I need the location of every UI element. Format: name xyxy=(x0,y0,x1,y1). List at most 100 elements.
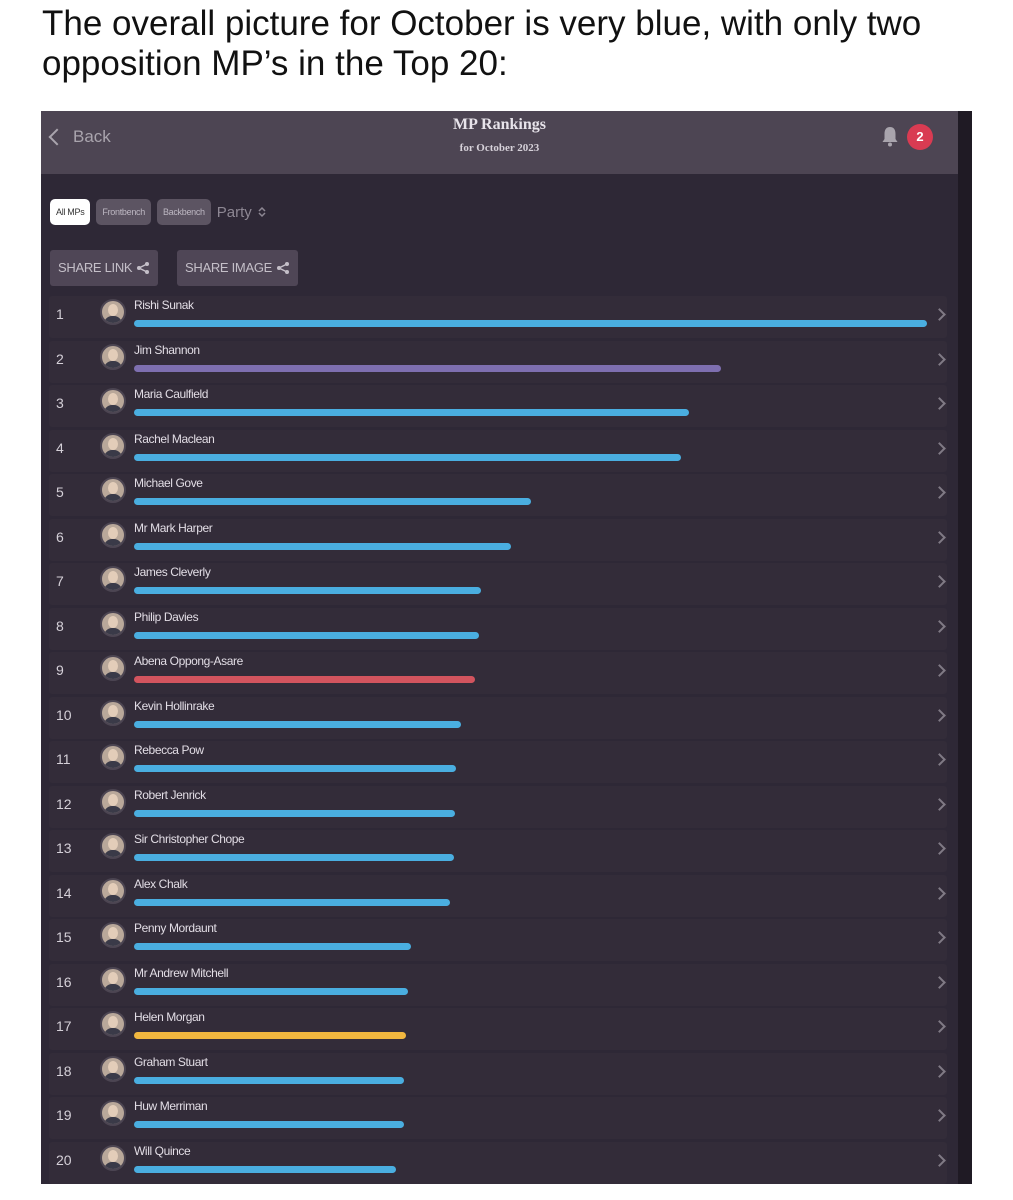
ranking-row[interactable]: 11 Rebecca Pow xyxy=(49,741,947,783)
ranking-row[interactable]: 4 Rachel Maclean xyxy=(49,429,947,472)
back-label: Back xyxy=(73,127,111,146)
score-bar xyxy=(134,809,455,817)
rank-number: 15 xyxy=(56,929,72,945)
ranking-row[interactable]: 16 Mr Andrew Mitchell xyxy=(49,963,947,1006)
ranking-row[interactable]: 13 Sir Christopher Chope xyxy=(49,830,947,872)
avatar xyxy=(100,1055,126,1082)
avatar xyxy=(100,299,126,325)
avatar-face xyxy=(108,704,118,717)
rank-number: 14 xyxy=(56,884,72,901)
filter-frontbench[interactable]: Frontbench xyxy=(96,199,151,225)
chevron-right-icon[interactable] xyxy=(933,486,946,499)
ranking-row[interactable]: 6 Mr Mark Harper xyxy=(49,518,947,561)
avatar-face xyxy=(108,882,118,895)
avatar xyxy=(100,833,126,859)
bell-icon[interactable] xyxy=(881,125,899,147)
chevron-right-icon[interactable] xyxy=(933,397,946,410)
score-bar xyxy=(134,1032,406,1039)
ranking-row[interactable]: 3 Maria Caulfield xyxy=(49,385,947,427)
avatar xyxy=(100,699,126,726)
ranking-row[interactable]: 10 Kevin Hollinrake xyxy=(49,696,947,739)
score-bar xyxy=(134,1165,396,1173)
filter-all-mps[interactable]: All MPs xyxy=(50,199,91,225)
mp-name: Sir Christopher Chope xyxy=(134,832,245,846)
ranking-row[interactable]: 12 Robert Jenrick xyxy=(49,785,947,828)
rank-number: 2 xyxy=(56,350,64,367)
score-bar xyxy=(134,631,479,639)
chevron-right-icon[interactable] xyxy=(933,575,946,588)
app-screenshot: Back MP Rankings for October 2023 2 All … xyxy=(41,111,972,1184)
chevron-right-icon[interactable] xyxy=(933,1109,946,1122)
ranking-row[interactable]: 19 Huw Merriman xyxy=(49,1097,947,1139)
avatar-face xyxy=(108,660,118,672)
share-image-label: SHARE IMAGE xyxy=(185,260,272,275)
rank-number: 18 xyxy=(56,1062,72,1079)
chevron-right-icon[interactable] xyxy=(933,1020,946,1033)
chevron-right-icon[interactable] xyxy=(933,664,946,677)
score-bar xyxy=(134,453,681,461)
chevron-right-icon[interactable] xyxy=(933,842,946,855)
filter-backbench[interactable]: Backbench xyxy=(156,199,211,225)
scrollbar[interactable] xyxy=(958,111,972,1184)
chevron-right-icon[interactable] xyxy=(933,352,946,366)
chevron-right-icon[interactable] xyxy=(933,975,946,989)
share-icon xyxy=(137,262,150,274)
avatar xyxy=(100,432,126,459)
ranking-row[interactable]: 2 Jim Shannon xyxy=(49,340,947,383)
score-bar xyxy=(134,320,927,327)
rank-number: 13 xyxy=(56,840,72,856)
chevron-right-icon[interactable] xyxy=(933,308,946,321)
avatar-body xyxy=(104,805,122,813)
notification-badge[interactable]: 2 xyxy=(907,124,933,150)
mp-name: Helen Morgan xyxy=(134,1010,205,1024)
ranking-row[interactable]: 8 Philip Davies xyxy=(49,607,947,650)
rank-number: 16 xyxy=(56,973,72,990)
avatar-face xyxy=(108,571,118,583)
chevron-right-icon[interactable] xyxy=(933,886,946,900)
avatar-body xyxy=(104,360,122,368)
ranking-row[interactable]: 17 Helen Morgan xyxy=(49,1008,947,1050)
ranking-row[interactable]: 20 Will Quince xyxy=(49,1141,947,1184)
rank-number: 12 xyxy=(56,795,72,812)
avatar-body xyxy=(104,405,122,412)
party-sort[interactable]: Party xyxy=(217,204,266,221)
avatar xyxy=(100,610,126,637)
ranking-row[interactable]: 5 Michael Gove xyxy=(49,474,947,516)
avatar-face xyxy=(108,749,118,761)
share-image-button[interactable]: SHARE IMAGE xyxy=(177,250,298,286)
mp-name: Alex Chalk xyxy=(134,876,188,891)
chevron-right-icon[interactable] xyxy=(933,441,946,455)
ranking-row[interactable]: 1 Rishi Sunak xyxy=(49,296,947,338)
avatar-face xyxy=(108,971,118,984)
chevron-right-icon[interactable] xyxy=(933,797,946,811)
mp-name: James Cleverly xyxy=(134,565,211,579)
chevron-right-icon[interactable] xyxy=(933,708,946,722)
score-bar xyxy=(134,898,450,906)
back-button[interactable]: Back xyxy=(45,124,111,150)
chevron-right-icon[interactable] xyxy=(933,530,946,544)
ranking-row[interactable]: 15 Penny Mordaunt xyxy=(49,919,947,961)
top-bar: Back MP Rankings for October 2023 2 xyxy=(41,111,958,174)
chevron-right-icon[interactable] xyxy=(933,753,946,766)
avatar-body xyxy=(104,1072,122,1080)
avatar xyxy=(100,655,126,681)
avatar-body xyxy=(104,494,122,501)
chevron-right-icon[interactable] xyxy=(933,1153,946,1167)
ranking-row[interactable]: 18 Graham Stuart xyxy=(49,1052,947,1095)
rank-number: 1 xyxy=(56,306,64,322)
avatar xyxy=(100,744,126,770)
avatar-face xyxy=(108,1105,118,1117)
avatar-face xyxy=(108,393,118,405)
ranking-row[interactable]: 9 Abena Oppong-Asare xyxy=(49,652,947,694)
score-bar xyxy=(134,987,408,995)
mp-name: Maria Caulfield xyxy=(134,387,209,401)
mp-name: Philip Davies xyxy=(134,609,199,624)
avatar-body xyxy=(104,316,122,323)
party-label: Party xyxy=(216,203,252,221)
chevron-right-icon[interactable] xyxy=(933,931,946,944)
share-link-button[interactable]: SHARE LINK xyxy=(50,250,159,286)
ranking-row[interactable]: 7 James Cleverly xyxy=(49,563,947,605)
ranking-row[interactable]: 14 Alex Chalk xyxy=(49,874,947,917)
chevron-right-icon[interactable] xyxy=(933,1064,946,1078)
chevron-right-icon[interactable] xyxy=(933,619,946,633)
